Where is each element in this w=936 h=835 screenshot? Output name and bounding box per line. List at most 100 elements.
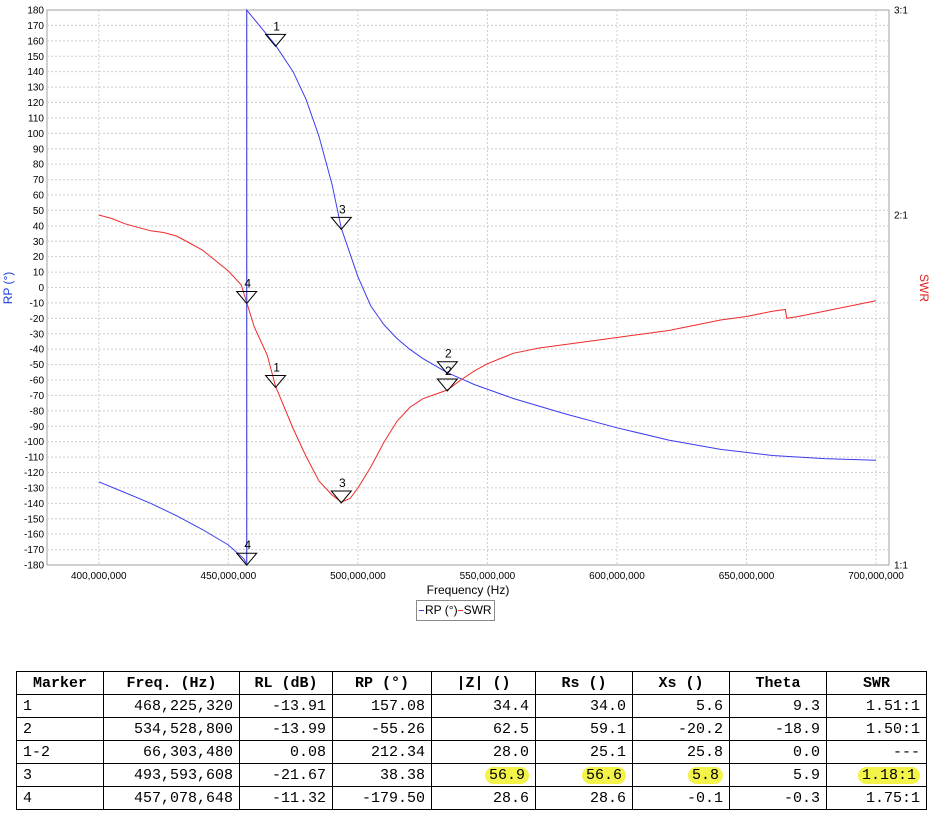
marker-label: 2	[445, 364, 452, 378]
x-tick-label: 500,000,000	[330, 571, 386, 582]
table-cell: 2	[16, 717, 104, 741]
right-tick-label: 1:1	[894, 561, 908, 572]
cell-text: 3	[23, 766, 33, 784]
table-cell: -21.67	[239, 763, 333, 787]
table-cell: -179.50	[332, 786, 432, 810]
y-tick-label: -40	[30, 345, 45, 356]
y-tick-label: -180	[24, 561, 44, 572]
cell-text: 66,303,480	[142, 743, 233, 761]
y-tick-label: 100	[27, 129, 44, 140]
cell-text: 157.08	[370, 697, 425, 715]
table-cell: -18.9	[729, 717, 827, 741]
cell-text: -13.99	[271, 720, 326, 738]
y-tick-label: -100	[24, 437, 44, 448]
series-line-rp	[98, 8, 877, 565]
y-tick-label: 50	[33, 206, 45, 217]
y-tick-label: -140	[24, 499, 44, 510]
header-marker: Marker	[16, 671, 104, 695]
cell-text: 534,528,800	[133, 720, 233, 738]
left-axis-label: RP (°)	[1, 272, 15, 305]
table-cell: 56.6	[535, 763, 633, 787]
cell-text: 0.08	[289, 743, 326, 761]
table-cell: 1.75:1	[826, 786, 927, 810]
cell-text: 38.38	[379, 766, 425, 784]
cell-text: -0.1	[686, 789, 723, 807]
table-cell: -11.32	[239, 786, 333, 810]
cell-text: 1.18:1	[857, 766, 920, 784]
cell-text: -55.26	[370, 720, 425, 738]
y-tick-label: 0	[38, 283, 44, 294]
cell-text: 56.9	[484, 766, 529, 784]
marker-triangle	[436, 378, 459, 392]
table-cell: 1.51:1	[826, 694, 927, 718]
marker-table-body: 1 468,225,320 -13.91 157.08 34.4 34.0 5.6 9.3 1.…	[16, 694, 927, 810]
header-xs: Xs ()	[632, 671, 730, 695]
x-tick-label: 400,000,000	[71, 571, 127, 582]
table-cell: -13.91	[239, 694, 333, 718]
cell-text: 34.0	[589, 697, 626, 715]
y-tick-label: -60	[30, 376, 45, 387]
marker-triangle	[330, 490, 353, 504]
cell-text: 1.75:1	[865, 789, 920, 807]
legend-swatch-swr	[457, 610, 463, 612]
header-rs: Rs ()	[535, 671, 633, 695]
table-cell: 56.9	[431, 763, 536, 787]
table-cell: ---	[826, 740, 927, 764]
cell-text: -179.50	[361, 789, 425, 807]
table-cell: 1.50:1	[826, 717, 927, 741]
table-cell: 34.0	[535, 694, 633, 718]
marker-label: 4	[244, 277, 251, 291]
x-axis-ticks: 400,000,000 450,000,000 500,000,000 550,000…	[71, 571, 904, 582]
cell-text: 2	[23, 720, 33, 738]
cell-text: 28.6	[589, 789, 626, 807]
table-row: 4 457,078,648 -11.32 -179.50 28.6 28.6 -0.1 -0.…	[16, 786, 927, 810]
y-tick-label: -130	[24, 483, 44, 494]
table-cell: -0.1	[632, 786, 730, 810]
y-tick-label: 180	[27, 6, 44, 17]
table-cell: 4	[16, 786, 104, 810]
cell-text: ---	[892, 743, 920, 761]
marker-triangle	[235, 552, 258, 567]
y-tick-label: -150	[24, 514, 44, 525]
right-tick-label: 3:1	[894, 6, 908, 17]
y-tick-label: 60	[33, 191, 45, 202]
marker-label: 4	[244, 538, 251, 552]
y-tick-label: 120	[27, 98, 44, 109]
header-rp: RP (°)	[332, 671, 432, 695]
table-cell: 34.4	[431, 694, 536, 718]
cell-text: 0.0	[792, 743, 820, 761]
y-tick-label: -20	[30, 314, 45, 325]
table-cell: 59.1	[535, 717, 633, 741]
y-tick-label: 80	[33, 160, 45, 171]
cell-text: 5.9	[792, 766, 820, 784]
cell-text: 34.4	[492, 697, 529, 715]
table-cell: -55.26	[332, 717, 432, 741]
marker-triangle	[330, 216, 353, 231]
x-tick-label: 650,000,000	[719, 571, 775, 582]
table-cell: -0.3	[729, 786, 827, 810]
header-rl: RL (dB)	[239, 671, 333, 695]
cell-text: 468,225,320	[133, 697, 233, 715]
cell-text: -20.2	[677, 720, 723, 738]
y-tick-label: -160	[24, 530, 44, 541]
cell-text: 28.0	[492, 743, 529, 761]
table-cell: 468,225,320	[103, 694, 240, 718]
right-axis-ticks: 3:1 2:1 1:1	[894, 6, 908, 572]
y-tick-label: 170	[27, 21, 44, 32]
chart-legend: RP (°) SWR	[416, 600, 495, 621]
cell-text: 212.34	[370, 743, 425, 761]
cell-text: 56.6	[581, 766, 626, 784]
rp-swr-chart: -180-170-160-150-140-130-120-110-100-90-…	[1, 6, 931, 598]
table-cell: 28.6	[431, 786, 536, 810]
table-cell: 28.0	[431, 740, 536, 764]
cell-text: 62.5	[492, 720, 529, 738]
y-tick-label: -170	[24, 545, 44, 556]
cell-text: 5.8	[687, 766, 723, 784]
table-cell: 28.6	[535, 786, 633, 810]
x-tick-label: 700,000,000	[848, 571, 904, 582]
y-tick-label: -90	[30, 422, 45, 433]
cell-text: 1.50:1	[865, 720, 920, 738]
header-z: |Z| ()	[431, 671, 536, 695]
cell-text: 457,078,648	[133, 789, 233, 807]
y-tick-label: -10	[30, 298, 45, 309]
